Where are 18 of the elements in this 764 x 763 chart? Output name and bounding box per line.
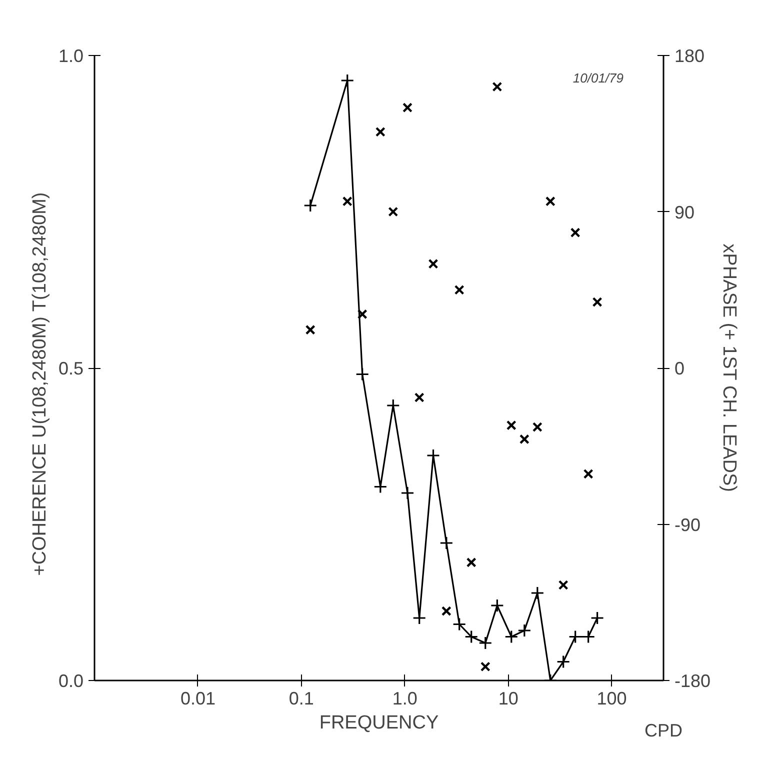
y-tick-label: 0.5 (58, 358, 84, 378)
x-tick-label: 10 (498, 688, 518, 708)
x-axis-title: FREQUENCY (319, 712, 439, 734)
y-tick-label: 1.0 (58, 46, 84, 66)
y-axis-title: +COHERENCE U(108,2480M) T(108,2480M) (29, 192, 50, 576)
y2-tick-label: -90 (674, 514, 701, 535)
annotation: 10/01/79 (572, 70, 624, 86)
x-tick-label: 0.01 (180, 688, 216, 708)
x-tick-label: 1.0 (392, 688, 418, 708)
y-tick-label: 0.0 (58, 671, 84, 691)
y2-tick-label: 90 (674, 202, 695, 222)
y2-tick-label: 180 (674, 46, 705, 66)
x-tick-label: 0.1 (288, 688, 314, 708)
y2-tick-label: -180 (674, 671, 711, 691)
y2-axis-title: xPHASE (+ 1ST CH. LEADS) (718, 244, 740, 492)
y2-tick-label: 0 (674, 358, 685, 378)
x-tick-label: 100 (596, 688, 627, 708)
text: CPD (644, 720, 683, 740)
